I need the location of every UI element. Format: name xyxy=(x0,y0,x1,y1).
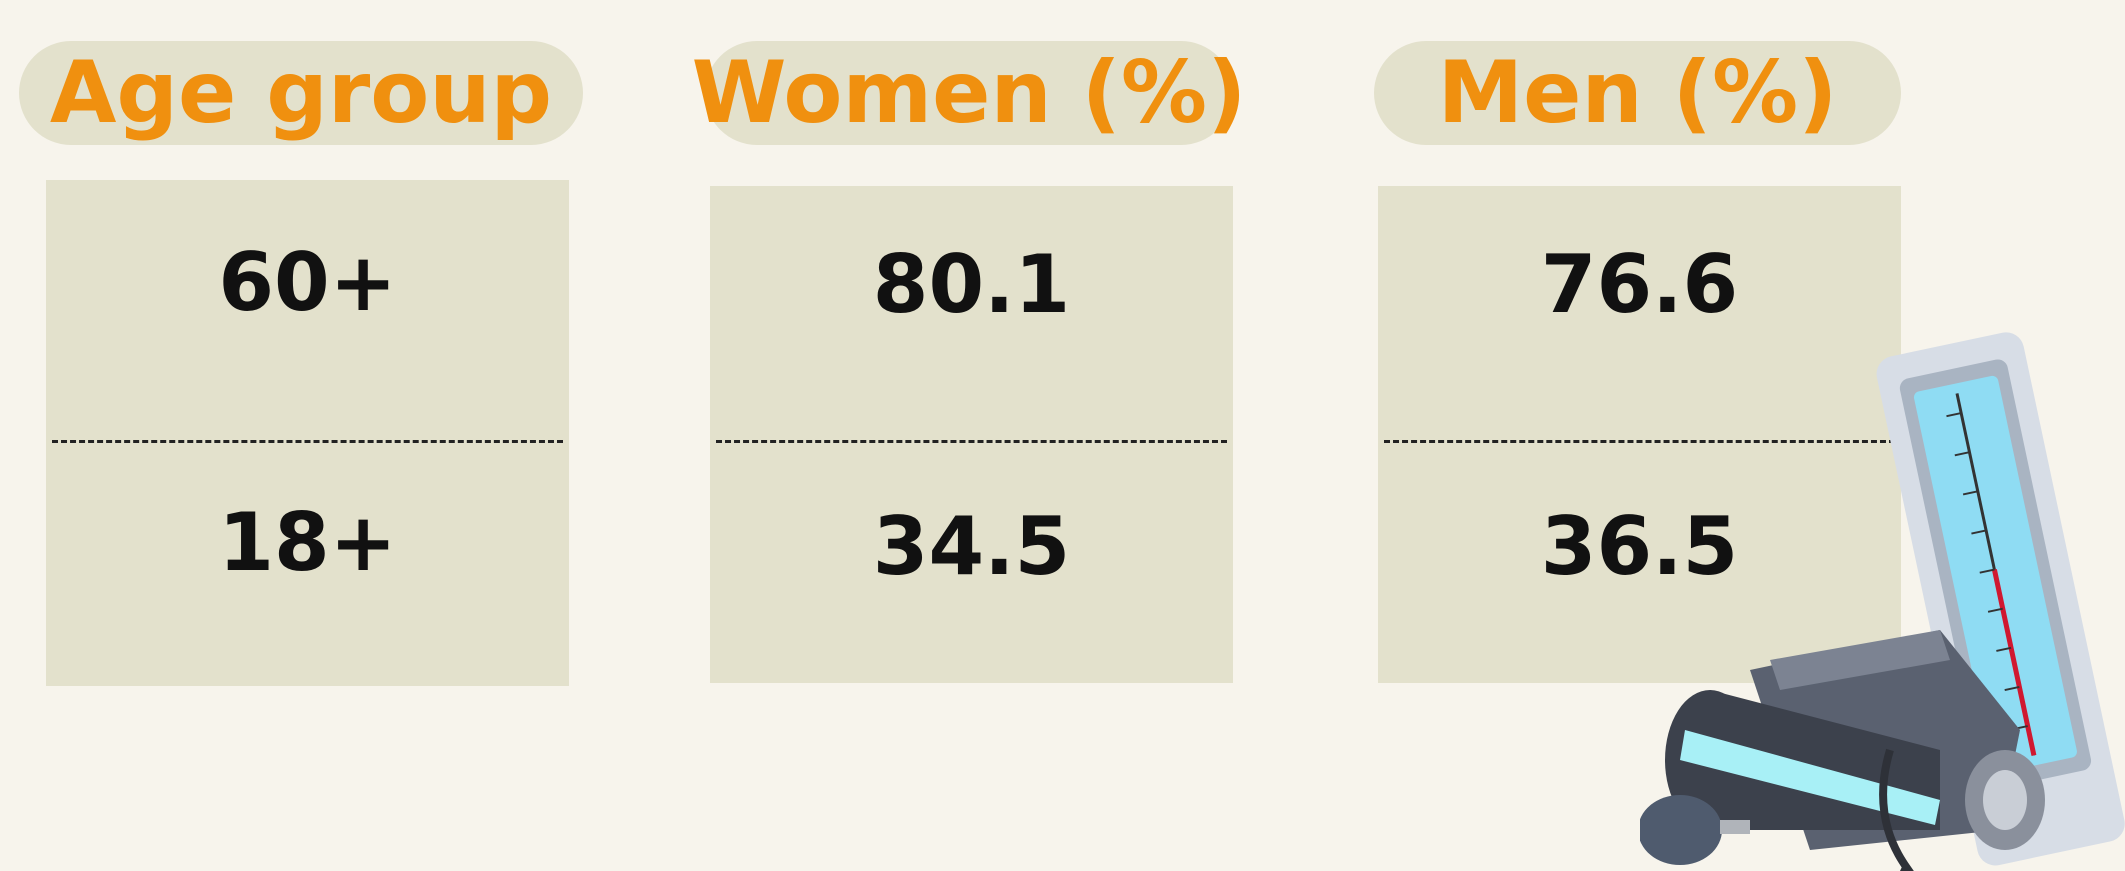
column-box: 60+ 18+ xyxy=(46,180,569,686)
table-cell: 76.6 xyxy=(1378,238,1901,331)
page: Age group 60+ 18+ Women (%) 80.1 34.5 Men (%) 7… xyxy=(0,0,2125,871)
row-divider xyxy=(52,440,563,443)
column-header: Women (%) xyxy=(705,41,1233,145)
column-box: 80.1 34.5 xyxy=(710,186,1233,683)
row-divider xyxy=(716,440,1227,443)
table-cell: 18+ xyxy=(46,496,569,589)
column-header: Men (%) xyxy=(1374,41,1901,145)
column-header: Age group xyxy=(19,41,583,145)
blood-pressure-monitor-illustration xyxy=(1640,330,2125,871)
table-cell: 34.5 xyxy=(710,500,1233,593)
table-cell: 60+ xyxy=(46,236,569,329)
table-cell: 80.1 xyxy=(710,238,1233,331)
